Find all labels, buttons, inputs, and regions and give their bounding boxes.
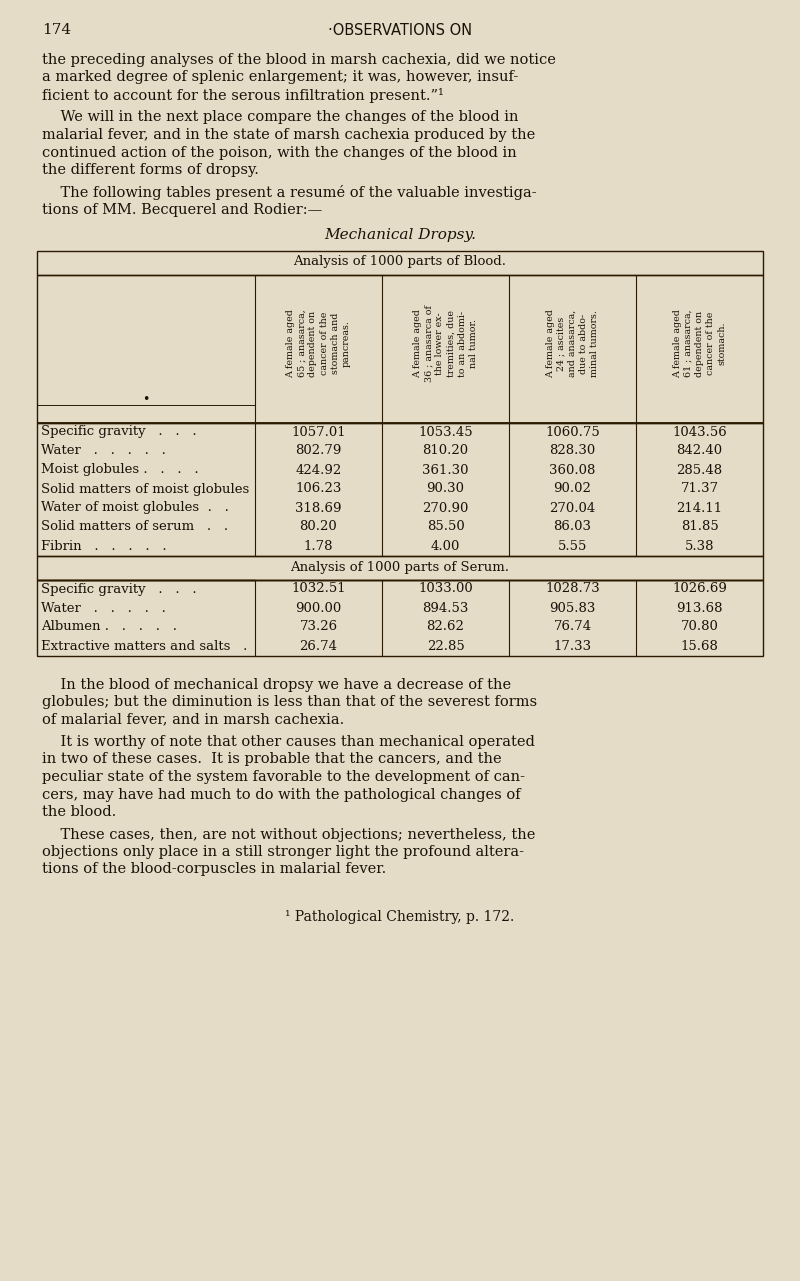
Text: 913.68: 913.68: [676, 602, 722, 615]
Text: Specific gravity   .   .   .: Specific gravity . . .: [41, 425, 197, 438]
Text: 270.04: 270.04: [550, 501, 596, 515]
Text: Solid matters of moist globules: Solid matters of moist globules: [41, 483, 250, 496]
Text: 1053.45: 1053.45: [418, 425, 473, 438]
Text: Analysis of 1000 parts of Blood.: Analysis of 1000 parts of Blood.: [294, 255, 506, 269]
Text: the different forms of dropsy.: the different forms of dropsy.: [42, 163, 259, 177]
Text: 1032.51: 1032.51: [291, 583, 346, 596]
Text: 270.90: 270.90: [422, 501, 469, 515]
Text: Moist globules .   .   .   .: Moist globules . . . .: [41, 464, 198, 477]
Text: 22.85: 22.85: [426, 639, 464, 652]
Text: Albumen .   .   .   .   .: Albumen . . . . .: [41, 620, 177, 634]
Text: 828.30: 828.30: [550, 445, 596, 457]
Text: 214.11: 214.11: [677, 501, 722, 515]
Text: globules; but the diminution is less than that of the severest forms: globules; but the diminution is less tha…: [42, 696, 537, 708]
Text: 1057.01: 1057.01: [291, 425, 346, 438]
Text: 318.69: 318.69: [295, 501, 342, 515]
Text: 905.83: 905.83: [550, 602, 596, 615]
Text: Extractive matters and salts   .: Extractive matters and salts .: [41, 639, 247, 652]
Text: 174: 174: [42, 23, 71, 37]
Text: 81.85: 81.85: [681, 520, 718, 533]
Text: Fibrin   .   .   .   .   .: Fibrin . . . . .: [41, 539, 166, 552]
Text: 1028.73: 1028.73: [545, 583, 600, 596]
Text: 106.23: 106.23: [295, 483, 342, 496]
Text: 1.78: 1.78: [304, 539, 334, 552]
Text: a marked degree of splenic enlargement; it was, however, insuf-: a marked degree of splenic enlargement; …: [42, 70, 518, 85]
Text: 285.48: 285.48: [677, 464, 722, 477]
Text: 802.79: 802.79: [295, 445, 342, 457]
Text: ·OBSERVATIONS ON: ·OBSERVATIONS ON: [328, 23, 472, 38]
Text: 1033.00: 1033.00: [418, 583, 473, 596]
Text: 1060.75: 1060.75: [545, 425, 600, 438]
Text: We will in the next place compare the changes of the blood in: We will in the next place compare the ch…: [42, 110, 518, 124]
Text: 85.50: 85.50: [426, 520, 464, 533]
Text: tions of the blood-corpuscles in malarial fever.: tions of the blood-corpuscles in malaria…: [42, 862, 386, 876]
Text: 4.00: 4.00: [431, 539, 460, 552]
Text: 1043.56: 1043.56: [672, 425, 727, 438]
Text: 900.00: 900.00: [295, 602, 342, 615]
Text: Solid matters of serum   .   .: Solid matters of serum . .: [41, 520, 228, 533]
Text: 894.53: 894.53: [422, 602, 469, 615]
Text: Analysis of 1000 parts of Serum.: Analysis of 1000 parts of Serum.: [290, 561, 510, 574]
Text: 76.74: 76.74: [554, 620, 591, 634]
Text: the preceding analyses of the blood in marsh cachexia, did we notice: the preceding analyses of the blood in m…: [42, 53, 556, 67]
Text: 15.68: 15.68: [681, 639, 718, 652]
Text: 17.33: 17.33: [554, 639, 591, 652]
Text: 70.80: 70.80: [681, 620, 718, 634]
Text: ¹ Pathological Chemistry, p. 172.: ¹ Pathological Chemistry, p. 172.: [286, 910, 514, 924]
Text: In the blood of mechanical dropsy we have a decrease of the: In the blood of mechanical dropsy we hav…: [42, 678, 511, 692]
Text: in two of these cases.  It is probable that the cancers, and the: in two of these cases. It is probable th…: [42, 752, 502, 766]
Text: 90.02: 90.02: [554, 483, 591, 496]
Text: tions of MM. Becquerel and Rodier:—: tions of MM. Becquerel and Rodier:—: [42, 202, 322, 216]
Text: 80.20: 80.20: [300, 520, 338, 533]
Text: continued action of the poison, with the changes of the blood in: continued action of the poison, with the…: [42, 146, 517, 160]
Text: 5.38: 5.38: [685, 539, 714, 552]
Text: It is worthy of note that other causes than mechanical operated: It is worthy of note that other causes t…: [42, 735, 535, 749]
Text: 86.03: 86.03: [554, 520, 591, 533]
Text: the blood.: the blood.: [42, 804, 116, 819]
Text: Specific gravity   .   .   .: Specific gravity . . .: [41, 583, 197, 596]
Text: 361.30: 361.30: [422, 464, 469, 477]
Text: malarial fever, and in the state of marsh cachexia produced by the: malarial fever, and in the state of mars…: [42, 128, 535, 142]
Text: These cases, then, are not without objections; nevertheless, the: These cases, then, are not without objec…: [42, 828, 535, 842]
Text: 26.74: 26.74: [299, 639, 338, 652]
Text: •: •: [142, 393, 150, 406]
Bar: [37, 556, 763, 579]
Text: 5.55: 5.55: [558, 539, 587, 552]
Bar: [37, 423, 763, 556]
Text: Water   .   .   .   .   .: Water . . . . .: [41, 445, 166, 457]
Text: 360.08: 360.08: [550, 464, 596, 477]
Text: 810.20: 810.20: [422, 445, 469, 457]
Text: ficient to account for the serous infiltration present.”¹: ficient to account for the serous infilt…: [42, 88, 444, 102]
Text: A female aged
24 ; ascites
and anasarca,
due to abdo-
minal tumors.: A female aged 24 ; ascites and anasarca,…: [546, 309, 599, 378]
Text: Water of moist globules  .   .: Water of moist globules . .: [41, 501, 229, 515]
Text: A female aged
36 ; anasarca of
the lower ex-
tremities, due
to an abdomi-
nal tu: A female aged 36 ; anasarca of the lower…: [414, 305, 478, 382]
Text: peculiar state of the system favorable to the development of can-: peculiar state of the system favorable t…: [42, 770, 525, 784]
Text: A female aged
65 ; anasarca,
dependent on
cancer of the
stomach and
pancreas.: A female aged 65 ; anasarca, dependent o…: [286, 309, 350, 378]
Text: cers, may have had much to do with the pathological changes of: cers, may have had much to do with the p…: [42, 788, 521, 802]
Text: Mechanical Dropsy.: Mechanical Dropsy.: [324, 228, 476, 242]
Text: Water   .   .   .   .   .: Water . . . . .: [41, 602, 166, 615]
Text: 73.26: 73.26: [299, 620, 338, 634]
Text: 1026.69: 1026.69: [672, 583, 727, 596]
Text: 82.62: 82.62: [426, 620, 465, 634]
Text: of malarial fever, and in marsh cachexia.: of malarial fever, and in marsh cachexia…: [42, 712, 344, 726]
Text: objections only place in a still stronger light the profound altera-: objections only place in a still stronge…: [42, 845, 524, 860]
Text: The following tables present a resumé of the valuable investiga-: The following tables present a resumé of…: [42, 186, 537, 201]
Bar: [37, 251, 763, 274]
Text: A female aged
61 ; anasarca,
dependent on
cancer of the
stomach.: A female aged 61 ; anasarca, dependent o…: [673, 309, 726, 378]
Bar: [37, 274, 763, 423]
Text: 424.92: 424.92: [295, 464, 342, 477]
Text: 842.40: 842.40: [677, 445, 722, 457]
Text: 90.30: 90.30: [426, 483, 465, 496]
Bar: [37, 579, 763, 656]
Text: 71.37: 71.37: [681, 483, 718, 496]
